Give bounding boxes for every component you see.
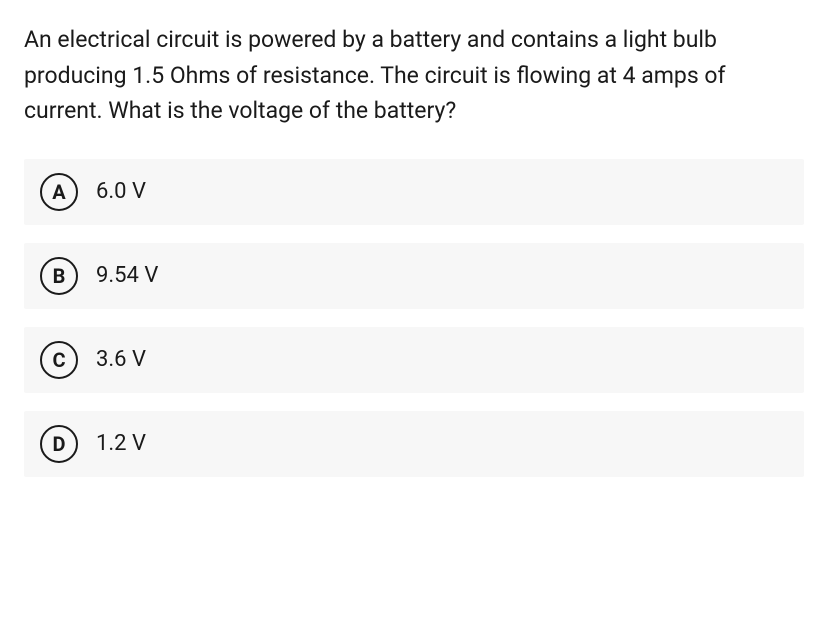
option-letter-circle: B [40, 257, 78, 295]
option-letter-circle: C [40, 341, 78, 379]
option-label: 3.6 V [96, 347, 146, 372]
question-text: An electrical circuit is powered by a ba… [24, 22, 804, 129]
option-letter-circle: D [40, 425, 78, 463]
options-list: A 6.0 V B 9.54 V C 3.6 V D 1.2 V [24, 159, 804, 477]
option-b[interactable]: B 9.54 V [24, 243, 804, 309]
option-c[interactable]: C 3.6 V [24, 327, 804, 393]
option-letter-circle: A [40, 173, 78, 211]
option-label: 1.2 V [96, 431, 146, 456]
option-label: 9.54 V [96, 263, 158, 288]
option-label: 6.0 V [96, 179, 146, 204]
option-a[interactable]: A 6.0 V [24, 159, 804, 225]
option-d[interactable]: D 1.2 V [24, 411, 804, 477]
